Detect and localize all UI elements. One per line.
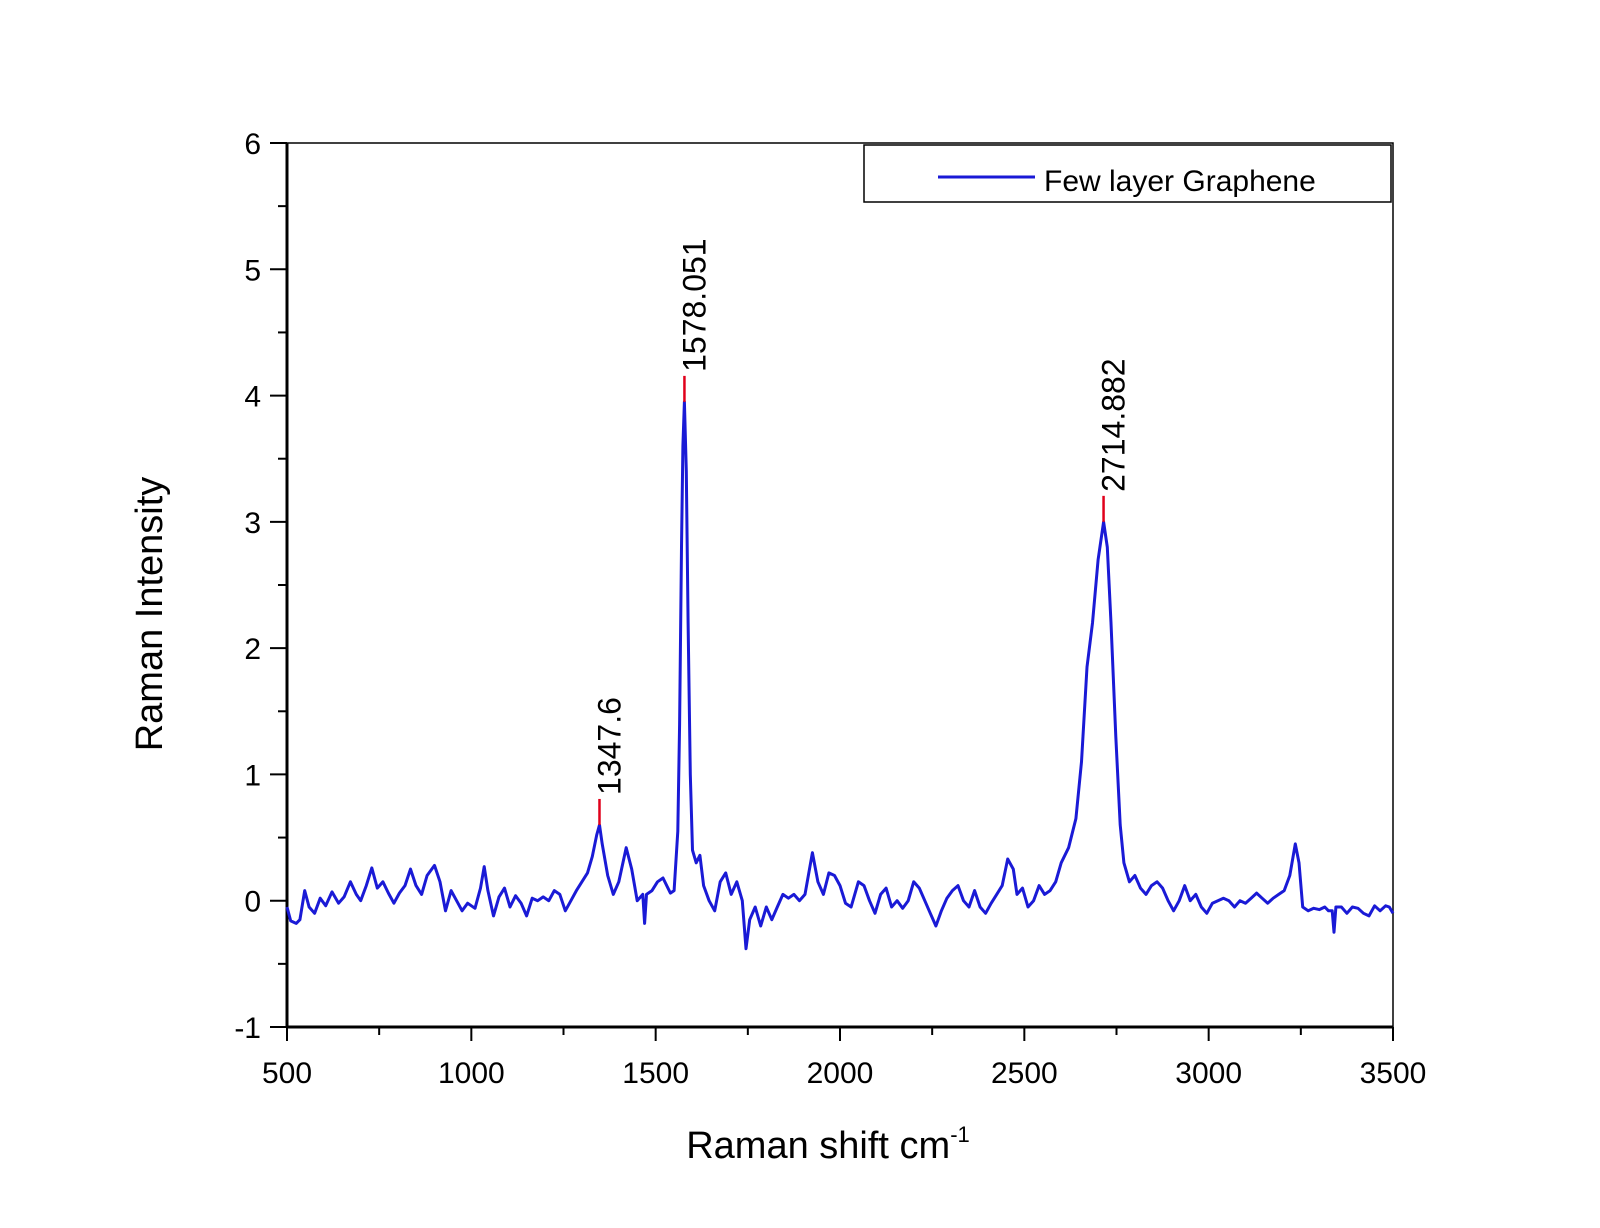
y-tick-label: 4 bbox=[244, 381, 261, 414]
x-tick-label: 1000 bbox=[438, 1057, 505, 1090]
x-axis-ticks: 500 1000 1500 2000 2500 3000 3500 bbox=[262, 1027, 1426, 1090]
x-tick-label: 2500 bbox=[991, 1057, 1058, 1090]
x-tick-label: 3000 bbox=[1175, 1057, 1242, 1090]
y-tick-label: 1 bbox=[244, 759, 261, 792]
y-tick-label: -1 bbox=[234, 1012, 261, 1045]
x-tick-label: 2000 bbox=[807, 1057, 874, 1090]
y-tick-label: 3 bbox=[244, 507, 261, 540]
y-tick-label: 2 bbox=[244, 633, 261, 666]
peak-label: 2714.882 bbox=[1096, 358, 1132, 491]
legend-box bbox=[863, 144, 1392, 203]
series-line bbox=[285, 400, 1395, 951]
x-axis-title: Raman shift cm-1 bbox=[686, 1122, 970, 1167]
peak-label: 1578.051 bbox=[676, 238, 712, 371]
legend-label: Few layer Graphene bbox=[1044, 165, 1316, 198]
legend: Few layer Graphene bbox=[863, 144, 1392, 203]
y-axis-ticks: -1 0 1 2 3 4 5 6 bbox=[234, 128, 287, 1045]
x-tick-label: 500 bbox=[262, 1057, 312, 1090]
x-tick-label: 1500 bbox=[622, 1057, 689, 1090]
peak-label: 1347.6 bbox=[591, 697, 627, 795]
annotation-layer: 1347.6 1578.051 2714.882 bbox=[591, 238, 1132, 825]
y-tick-label: 5 bbox=[244, 254, 261, 287]
y-tick-label: 6 bbox=[244, 128, 261, 161]
x-axis-title-text: Raman shift cm bbox=[686, 1125, 950, 1167]
y-axis-title: Raman Intensity bbox=[129, 477, 171, 752]
series-layer bbox=[285, 400, 1395, 951]
x-tick-label: 3500 bbox=[1360, 1057, 1427, 1090]
y-tick-label: 0 bbox=[244, 886, 261, 919]
x-axis-title-superscript: -1 bbox=[950, 1122, 970, 1147]
